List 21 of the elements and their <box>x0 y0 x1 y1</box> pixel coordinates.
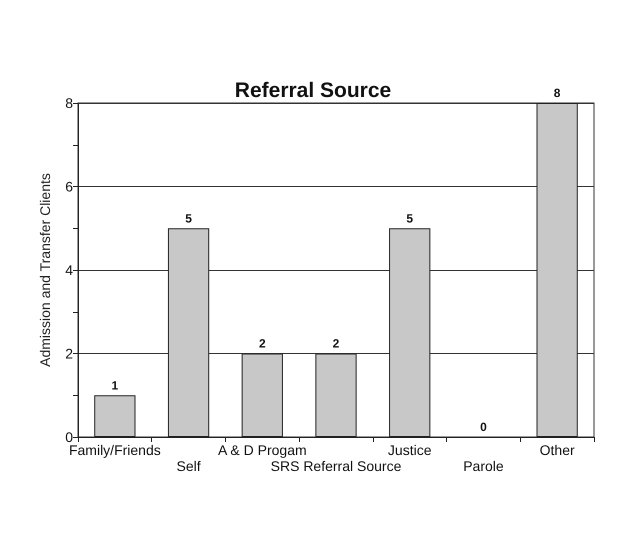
x-tick-label: Other <box>540 442 575 458</box>
y-tick-label: 2 <box>65 346 74 362</box>
x-tick-label: A & D Progam <box>218 442 307 458</box>
data-label: 5 <box>406 211 414 226</box>
data-label: 1 <box>112 378 119 392</box>
y-tick-label: 0 <box>65 429 74 445</box>
chart-title: Referral Source <box>234 79 392 102</box>
y-tick-label: 6 <box>65 178 74 194</box>
data-label: 5 <box>185 211 192 226</box>
x-tick-label: Self <box>176 458 201 474</box>
data-label: 2 <box>332 336 340 350</box>
x-tick-label: Family/Friends <box>68 442 161 458</box>
data-label: 0 <box>480 420 488 434</box>
y-axis-title: Admission and Transfer Clients <box>37 173 53 367</box>
y-tick-label: 4 <box>65 262 74 278</box>
y-tick-label: 8 <box>65 95 74 111</box>
x-tick-label: Parole <box>463 458 504 474</box>
x-tick-label: Justice <box>388 442 432 458</box>
x-tick-label: SRS Referral Source <box>270 458 402 474</box>
data-label: 8 <box>554 86 561 100</box>
data-label: 2 <box>258 336 266 350</box>
